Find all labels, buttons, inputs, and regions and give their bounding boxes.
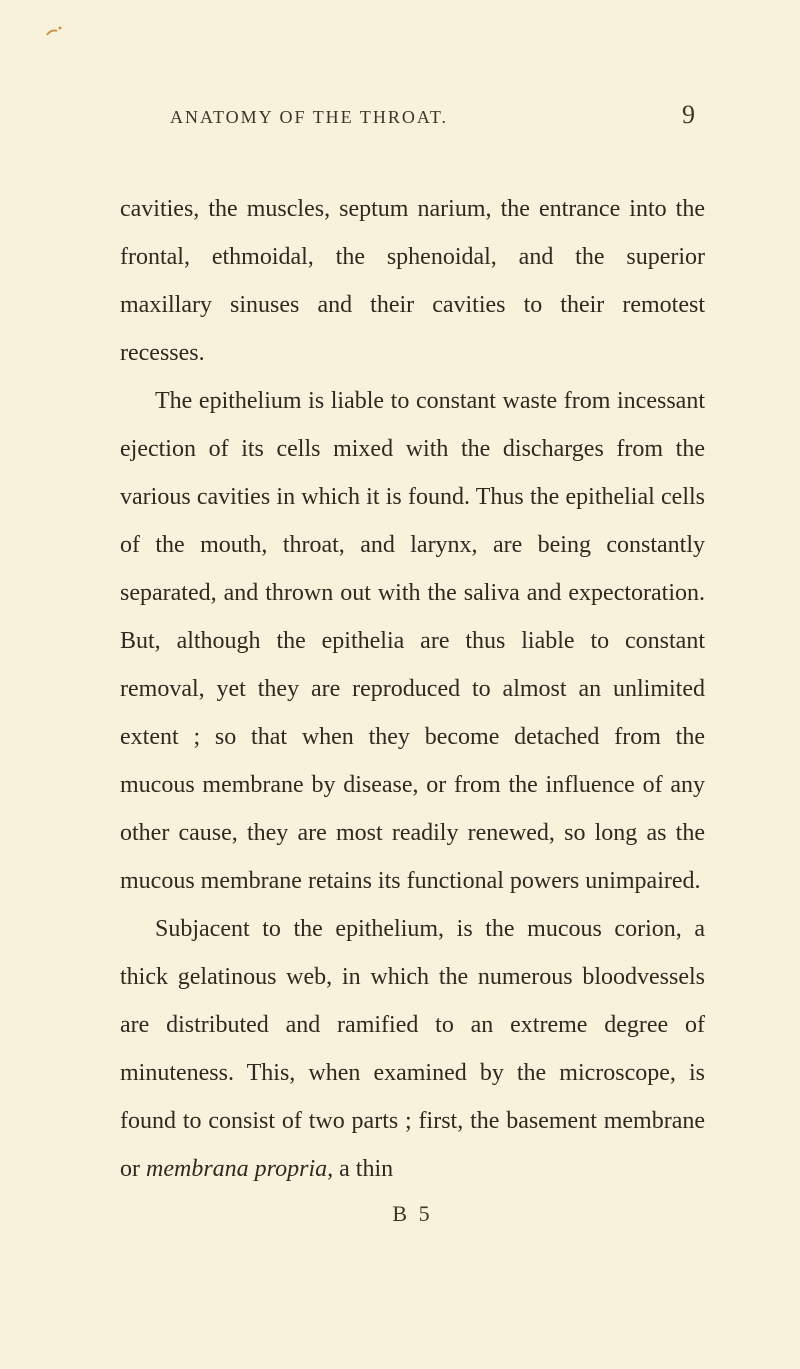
paragraph-3: Subjacent to the epithelium, is the muco… — [120, 905, 705, 1193]
corner-mark — [45, 25, 65, 45]
running-title: ANATOMY OF THE THROAT. — [170, 107, 448, 128]
p3-text-1: Subjacent to the epithelium, is the muco… — [120, 916, 705, 1182]
signature-mark: B 5 — [120, 1201, 705, 1227]
page-number: 9 — [682, 100, 695, 130]
page-content: ANATOMY OF THE THROAT. 9 cavities, the m… — [0, 0, 800, 1287]
paragraph-1: cavities, the muscles, septum narium, th… — [120, 185, 705, 377]
body-text: cavities, the muscles, septum narium, th… — [120, 185, 705, 1193]
p3-text-2: a thin — [333, 1156, 393, 1182]
p3-italic: membrana propria, — [146, 1156, 333, 1182]
paragraph-2: The epithelium is liable to constant was… — [120, 377, 705, 905]
page-header: ANATOMY OF THE THROAT. 9 — [120, 100, 705, 130]
